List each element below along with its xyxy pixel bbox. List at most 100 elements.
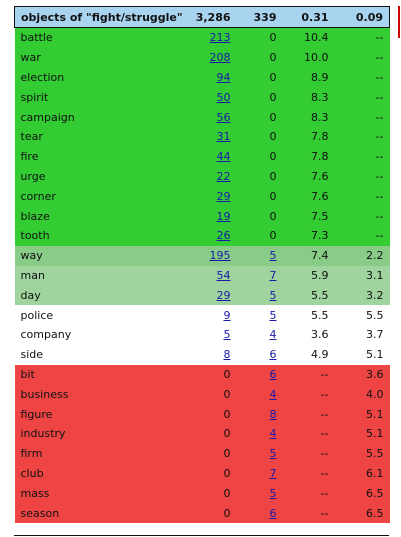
count-2-cell[interactable]: 5 [242, 245, 287, 266]
count-1-cell[interactable]: 54 [186, 265, 243, 286]
table-row: figure 0 8 -- 5.1 [14, 404, 390, 424]
count-2-link[interactable]: 5 [269, 447, 277, 461]
count-2-link[interactable]: 5 [269, 288, 277, 302]
score-1-value: -- [320, 387, 329, 401]
word-value: bit [20, 367, 35, 381]
word-value: corner [20, 189, 56, 203]
count-1-cell[interactable]: 26 [186, 225, 243, 246]
count-1-link[interactable]: 5 [223, 328, 231, 342]
count-1-cell[interactable]: 29 [186, 186, 243, 207]
count-1-cell[interactable]: 44 [186, 146, 243, 167]
score-2-value: 2.2 [366, 249, 384, 263]
count-2-cell[interactable]: 4 [242, 384, 287, 405]
score-1-value: 8.3 [311, 90, 329, 104]
count-1-cell[interactable]: 208 [186, 47, 243, 68]
count-1-cell[interactable]: 195 [186, 245, 243, 266]
score-1-cell: 7.8 [286, 146, 339, 167]
score-1-value: 5.5 [311, 308, 329, 322]
count-1-cell[interactable]: 50 [186, 87, 243, 108]
score-2-value: -- [375, 209, 384, 223]
count-1-link[interactable]: 50 [216, 90, 231, 104]
score-1-cell: 5.5 [286, 305, 339, 325]
header-title: objects of "fight/struggle" [14, 6, 187, 28]
count-2-link[interactable]: 5 [269, 486, 277, 500]
table-row: urge 22 0 7.6 -- [14, 166, 390, 187]
count-2-link[interactable]: 7 [269, 268, 277, 282]
count-1-cell: 0 [186, 463, 243, 484]
count-1-cell[interactable]: 19 [186, 206, 243, 226]
count-1-link[interactable]: 26 [216, 229, 231, 243]
count-2-link[interactable]: 5 [269, 308, 277, 322]
count-2-link[interactable]: 6 [269, 367, 277, 381]
table-row: club 0 7 -- 6.1 [14, 463, 390, 484]
count-1-link[interactable]: 195 [209, 249, 231, 263]
count-2-link[interactable]: 6 [269, 506, 277, 520]
count-1-cell[interactable]: 56 [186, 107, 243, 127]
count-2-cell[interactable]: 5 [242, 443, 287, 464]
count-1-link[interactable]: 208 [209, 51, 231, 65]
count-2-cell[interactable]: 8 [242, 404, 287, 424]
table-row: side 8 6 4.9 5.1 [14, 344, 390, 365]
count-1-link[interactable]: 56 [216, 110, 231, 124]
count-2-cell[interactable]: 4 [242, 324, 287, 345]
count-2-cell[interactable]: 7 [242, 463, 287, 484]
count-1-link[interactable]: 22 [216, 169, 231, 183]
count-2-cell[interactable]: 6 [242, 364, 287, 385]
count-1-link[interactable]: 8 [223, 348, 231, 362]
count-2-link[interactable]: 8 [269, 407, 277, 421]
count-2-cell: 0 [242, 47, 287, 68]
count-1-link[interactable]: 29 [216, 288, 231, 302]
count-2-link[interactable]: 6 [269, 348, 277, 362]
count-1-cell: 0 [186, 423, 243, 444]
count-2-link[interactable]: 7 [269, 466, 277, 480]
count-2-cell[interactable]: 6 [242, 503, 287, 523]
count-1-value: 0 [223, 367, 231, 381]
count-1-cell[interactable]: 22 [186, 166, 243, 187]
count-2-cell: 0 [242, 225, 287, 246]
word-cell: blaze [14, 206, 187, 226]
score-1-value: -- [320, 407, 329, 421]
count-2-cell[interactable]: 6 [242, 344, 287, 365]
count-2-cell[interactable]: 5 [242, 305, 287, 325]
count-1-link[interactable]: 19 [216, 209, 231, 223]
count-2-link[interactable]: 4 [269, 328, 277, 342]
table-row: war 208 0 10.0 -- [14, 47, 390, 68]
count-2-link[interactable]: 4 [269, 427, 277, 441]
word-value: blaze [20, 209, 50, 223]
count-1-cell[interactable]: 29 [186, 285, 243, 306]
score-1-cell: 7.5 [286, 206, 339, 226]
count-1-cell[interactable]: 9 [186, 305, 243, 325]
collocation-table-frame: objects of "fight/struggle" 3,286 339 0.… [14, 6, 390, 523]
count-1-link[interactable]: 44 [216, 150, 231, 164]
count-1-link[interactable]: 29 [216, 189, 231, 203]
word-cell: spirit [14, 87, 187, 108]
count-2-cell[interactable]: 5 [242, 483, 287, 504]
header-score-2: 0.09 [338, 6, 390, 28]
count-1-link[interactable]: 94 [216, 70, 231, 84]
score-2-cell: 5.5 [338, 305, 390, 325]
count-1-cell[interactable]: 213 [186, 27, 243, 48]
table-row: battle 213 0 10.4 -- [14, 27, 390, 48]
count-1-link[interactable]: 54 [216, 268, 231, 282]
count-1-link[interactable]: 9 [223, 308, 231, 322]
count-2-cell[interactable]: 5 [242, 285, 287, 306]
count-1-cell[interactable]: 31 [186, 126, 243, 147]
count-1-link[interactable]: 213 [209, 31, 231, 45]
count-2-link[interactable]: 4 [269, 387, 277, 401]
count-1-cell: 0 [186, 443, 243, 464]
count-1-cell[interactable]: 8 [186, 344, 243, 365]
count-1-value: 0 [223, 387, 231, 401]
count-2-cell[interactable]: 7 [242, 265, 287, 286]
score-1-value: -- [320, 447, 329, 461]
count-1-cell[interactable]: 94 [186, 67, 243, 88]
count-1-value: 0 [223, 506, 231, 520]
count-2-cell[interactable]: 4 [242, 423, 287, 444]
table-row: campaign 56 0 8.3 -- [14, 107, 390, 127]
score-1-value: 3.6 [311, 328, 329, 342]
score-1-value: 7.8 [311, 130, 329, 144]
score-1-cell: 7.6 [286, 186, 339, 207]
count-2-link[interactable]: 5 [269, 249, 277, 263]
word-value: way [20, 249, 43, 263]
count-1-link[interactable]: 31 [216, 130, 231, 144]
count-1-cell[interactable]: 5 [186, 324, 243, 345]
